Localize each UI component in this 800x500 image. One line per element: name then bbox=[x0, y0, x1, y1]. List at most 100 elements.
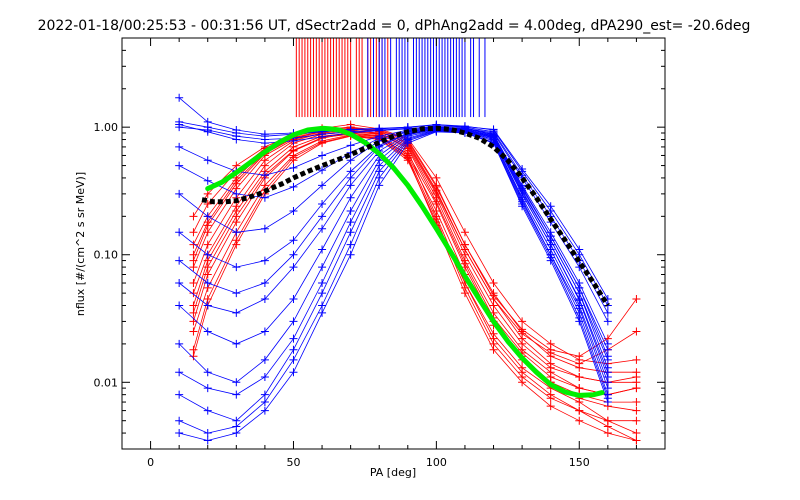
data-point bbox=[575, 416, 584, 425]
series-blue-18 bbox=[175, 123, 612, 348]
data-point bbox=[189, 308, 198, 317]
data-point bbox=[232, 308, 241, 317]
series-line bbox=[193, 131, 637, 396]
series-blue-23 bbox=[175, 127, 612, 445]
data-point bbox=[460, 240, 469, 249]
data-point bbox=[175, 142, 184, 151]
data-point bbox=[632, 406, 641, 415]
data-point bbox=[175, 301, 184, 310]
data-point bbox=[460, 289, 469, 298]
data-point bbox=[346, 193, 355, 202]
data-point bbox=[260, 193, 269, 202]
data-point bbox=[318, 151, 327, 160]
data-point bbox=[289, 345, 298, 354]
data-point bbox=[346, 218, 355, 227]
data-point bbox=[232, 263, 241, 272]
data-point bbox=[375, 181, 384, 190]
data-point bbox=[518, 164, 527, 173]
data-point bbox=[289, 182, 298, 191]
data-point bbox=[203, 176, 212, 185]
data-point bbox=[375, 161, 384, 170]
data-point bbox=[260, 294, 269, 303]
y-tick-label: 1.00 bbox=[94, 121, 119, 134]
series-line bbox=[179, 131, 609, 441]
data-point bbox=[403, 136, 412, 145]
data-point bbox=[318, 181, 327, 190]
data-point bbox=[546, 345, 555, 354]
data-point bbox=[260, 406, 269, 415]
data-point bbox=[346, 156, 355, 165]
data-point bbox=[375, 173, 384, 182]
data-point bbox=[575, 313, 584, 322]
data-point bbox=[232, 135, 241, 144]
data-point bbox=[632, 294, 641, 303]
data-point bbox=[260, 327, 269, 336]
data-point bbox=[546, 402, 555, 411]
data-point bbox=[546, 236, 555, 245]
data-point bbox=[175, 120, 184, 129]
data-point bbox=[603, 317, 612, 326]
series-line bbox=[179, 130, 609, 422]
axes-layer: 0 50 100 150 0.01 0.10 1.00 bbox=[94, 37, 666, 469]
data-point bbox=[189, 228, 198, 237]
data-point bbox=[175, 390, 184, 399]
data-point bbox=[575, 289, 584, 298]
data-point bbox=[546, 202, 555, 211]
plot-frame bbox=[121, 37, 666, 450]
data-point bbox=[232, 378, 241, 387]
data-point bbox=[232, 212, 241, 221]
y-axis-label: nflux [#/(cm^2 s sr MeV)] bbox=[74, 172, 87, 316]
data-point bbox=[203, 436, 212, 445]
data-point bbox=[632, 429, 641, 438]
data-point bbox=[203, 156, 212, 165]
data-point bbox=[260, 171, 269, 180]
data-point bbox=[575, 406, 584, 415]
series-line bbox=[179, 124, 609, 314]
model-layer bbox=[201, 125, 610, 398]
data-point bbox=[260, 139, 269, 148]
data-point bbox=[375, 124, 384, 133]
data-point bbox=[175, 429, 184, 438]
series-line bbox=[178, 128, 609, 378]
data-point bbox=[260, 279, 269, 288]
data-point bbox=[189, 345, 198, 354]
data-point bbox=[289, 207, 298, 216]
data-point bbox=[289, 136, 298, 145]
data-point bbox=[175, 93, 184, 102]
data-point bbox=[232, 289, 241, 298]
data-point bbox=[260, 390, 269, 399]
data-point bbox=[346, 173, 355, 182]
data-point bbox=[603, 394, 612, 403]
data-point bbox=[203, 240, 212, 249]
data-point bbox=[518, 378, 527, 387]
data-point bbox=[289, 368, 298, 377]
data-point bbox=[632, 327, 641, 336]
data-point bbox=[260, 373, 269, 382]
data-point bbox=[289, 153, 298, 162]
data-point bbox=[346, 240, 355, 249]
data-point bbox=[175, 256, 184, 265]
data-point bbox=[318, 245, 327, 254]
data-point bbox=[289, 294, 298, 303]
data-point bbox=[632, 398, 641, 407]
data-point bbox=[203, 199, 212, 208]
data-point bbox=[232, 228, 241, 237]
data-point bbox=[232, 236, 241, 245]
model-curve-green bbox=[205, 125, 605, 398]
data-point bbox=[318, 212, 327, 221]
data-point bbox=[575, 352, 584, 361]
data-point bbox=[603, 384, 612, 393]
data-point bbox=[403, 154, 412, 163]
x-tick-label: 0 bbox=[147, 456, 154, 469]
data-point bbox=[203, 270, 212, 279]
data-point bbox=[175, 368, 184, 377]
data-point bbox=[260, 224, 269, 233]
data-point bbox=[189, 289, 198, 298]
data-point bbox=[189, 240, 198, 249]
data-point bbox=[232, 339, 241, 348]
data-point bbox=[289, 236, 298, 245]
data-point bbox=[603, 363, 612, 372]
data-point bbox=[175, 161, 184, 170]
x-tick-label: 50 bbox=[286, 456, 300, 469]
data-point bbox=[432, 197, 441, 206]
